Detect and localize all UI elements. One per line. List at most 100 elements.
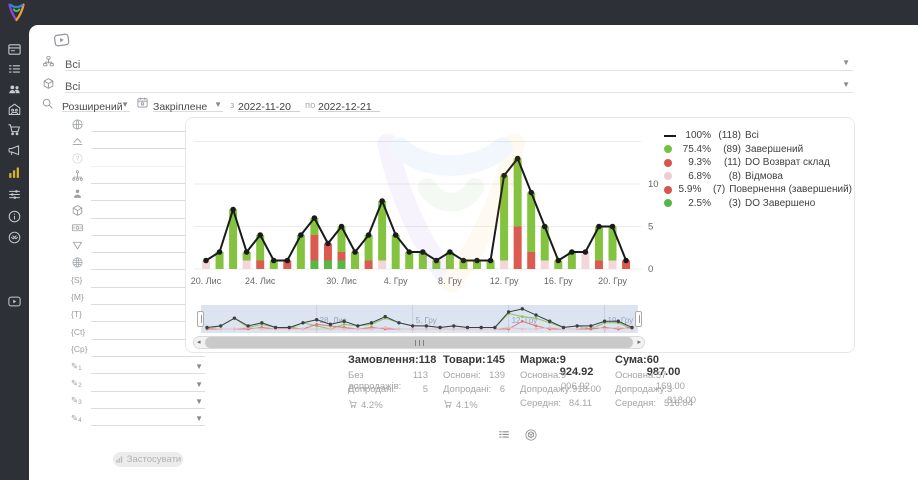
- sidebar-item-window-card[interactable]: [0, 39, 29, 59]
- sidebar-item-megaphone[interactable]: [0, 140, 29, 160]
- app-logo[interactable]: [6, 2, 27, 23]
- legend-item-4[interactable]: 5.9% (7) Повернення (завершений): [664, 183, 852, 197]
- data-point: [365, 232, 372, 238]
- layers-icon: [71, 134, 85, 148]
- chevron-down-icon: ▼: [195, 396, 203, 406]
- products-select[interactable]: Всі ▼: [65, 77, 853, 93]
- data-point: [609, 223, 616, 230]
- legend-count: (3): [728, 197, 741, 209]
- bar-segment-zavershenyi: [540, 226, 549, 261]
- stat-sub-value: 113: [412, 370, 428, 381]
- sidebar-item-cart[interactable]: [0, 119, 29, 139]
- data-point: [541, 223, 548, 230]
- stat-value: 118: [418, 354, 437, 366]
- search-mode-select[interactable]: Розширений ▼: [62, 97, 130, 113]
- bar-segment-zavershenyi: [296, 235, 305, 269]
- navigator-left-handle[interactable]: [197, 311, 204, 327]
- help-icon: [71, 152, 85, 166]
- sidebar-item-settings-sliders[interactable]: [0, 184, 29, 204]
- legend-item-2[interactable]: 9.3% (11) DO Возврат склад: [664, 156, 852, 170]
- stat-sub-label: Допродані:: [348, 384, 397, 395]
- cart-icon: [348, 399, 358, 412]
- x-axis-label: 20. Лис: [191, 276, 222, 286]
- data-point: [338, 223, 345, 230]
- period-mode-select[interactable]: Закріплене ▼: [153, 97, 223, 113]
- legend-item-5[interactable]: 2.5% (3) DO Завершено: [664, 197, 852, 211]
- sources-tree-icon: [42, 55, 55, 73]
- dot-marker: [664, 145, 678, 154]
- legend-count: (7): [712, 184, 726, 196]
- x-axis-label: 4. Гру: [384, 276, 408, 286]
- scrollbar-thumb[interactable]: [205, 337, 633, 348]
- main-area: Всі ▼ Всі ▼ Розширений ▼ Закріплене ▼ з …: [29, 25, 918, 480]
- apply-filters-button[interactable]: Застосувати: [113, 452, 183, 467]
- globe-icon: [71, 117, 85, 131]
- sources-select-value: Всі: [65, 59, 81, 71]
- sidebar-item-order-list[interactable]: [0, 59, 29, 79]
- stat-sub-value: 57 169.00: [655, 370, 685, 392]
- filter-select-16[interactable]: ▼: [91, 394, 205, 409]
- legend-pct: 6.8%: [688, 170, 711, 182]
- chart-scrollbar[interactable]: ◂ ▸: [193, 336, 645, 349]
- bar-segment-povernennya-vozvrat: [513, 226, 522, 269]
- navigator-series: 28. Лис 5. Гру 12. Гру 19. Гру: [205, 305, 634, 333]
- chevron-down-icon: ▼: [121, 100, 129, 109]
- sidebar-item-customers[interactable]: [0, 79, 29, 99]
- data-point: [379, 198, 385, 204]
- line-marker: [664, 134, 678, 137]
- scroll-left-icon[interactable]: ◂: [197, 339, 201, 346]
- custom-field-icon: ✎ 3: [71, 395, 82, 407]
- chart-navigator[interactable]: 28. Лис 5. Гру 12. Гру 19. Гру: [197, 305, 642, 333]
- data-point: [406, 249, 413, 255]
- bar-segment-vidmova: [242, 260, 251, 269]
- stat-sub-label: Основна:: [520, 370, 561, 381]
- legend-pct: 9.3%: [688, 157, 711, 169]
- legend-item-3[interactable]: 6.8% (8) Відмова: [664, 170, 852, 184]
- bar-segment-zavershenyi: [351, 252, 360, 269]
- filter-row-custom-14: ✎ 1 ▼: [69, 359, 205, 375]
- legend-count: (8): [728, 170, 741, 182]
- custom-field-icon: {Ct}: [71, 326, 86, 337]
- sidebar-item-support[interactable]: [0, 227, 29, 247]
- video-hint-icon[interactable]: [49, 29, 76, 55]
- stat-sub-label: Середня:: [520, 398, 562, 409]
- date-to-input[interactable]: 2022-12-21: [318, 97, 380, 113]
- toggle-box-view[interactable]: [524, 428, 539, 443]
- data-point: [555, 257, 562, 264]
- bar-segment-vidmova: [540, 260, 549, 269]
- funnel-icon: [71, 238, 85, 252]
- scroll-right-icon[interactable]: ▸: [637, 339, 641, 346]
- sidebar-item-store[interactable]: [0, 99, 29, 119]
- date-from-input[interactable]: 2022-11-20: [238, 97, 300, 113]
- sidebar-item-info[interactable]: [0, 206, 29, 226]
- bar-segment-zavershenyi: [527, 192, 536, 252]
- legend-item-1[interactable]: 75.4% (89) Завершений: [664, 143, 852, 157]
- filter-select-14[interactable]: ▼: [91, 359, 205, 375]
- filter-select-17[interactable]: ▼: [91, 411, 205, 427]
- upsell-pct-row: 4.2%: [348, 398, 428, 412]
- stat-sub-label: Допродажу:: [615, 384, 668, 395]
- legend-pct: 100%: [685, 130, 711, 142]
- legend-label: Завершений: [745, 143, 804, 155]
- legend-label: Відмова: [745, 170, 783, 182]
- chart-icon: [115, 455, 124, 464]
- chevron-down-icon: ▼: [195, 379, 203, 389]
- navigator-right-handle[interactable]: [635, 311, 642, 327]
- bar-segment-povernennya-vozvrat: [310, 235, 319, 261]
- sidebar-item-video-lessons[interactable]: [0, 291, 29, 311]
- filter-select-15[interactable]: ▼: [91, 377, 205, 392]
- legend-item-0[interactable]: 100% (118) Всі: [664, 129, 852, 143]
- data-point: [352, 249, 358, 255]
- upsell-pct: 4.1%: [456, 399, 478, 411]
- sidebar-item-analytics[interactable]: [0, 162, 29, 182]
- stat-sub-label: Допродажу:: [520, 384, 573, 395]
- toggle-list-view[interactable]: [497, 428, 512, 443]
- products-select-value: Всі: [65, 81, 81, 93]
- sources-select[interactable]: Всі ▼: [65, 55, 853, 71]
- bar-segment-zavershenyi: [594, 226, 603, 261]
- bar-segment-zavershenyi: [486, 260, 495, 269]
- stat-sub-value: 3 818.00: [667, 384, 697, 406]
- filter-row-custom-15: ✎ 2 ▼: [69, 377, 205, 393]
- stat-sub-value: 5: [422, 384, 428, 395]
- x-axis-label: 24. Лис: [245, 276, 276, 286]
